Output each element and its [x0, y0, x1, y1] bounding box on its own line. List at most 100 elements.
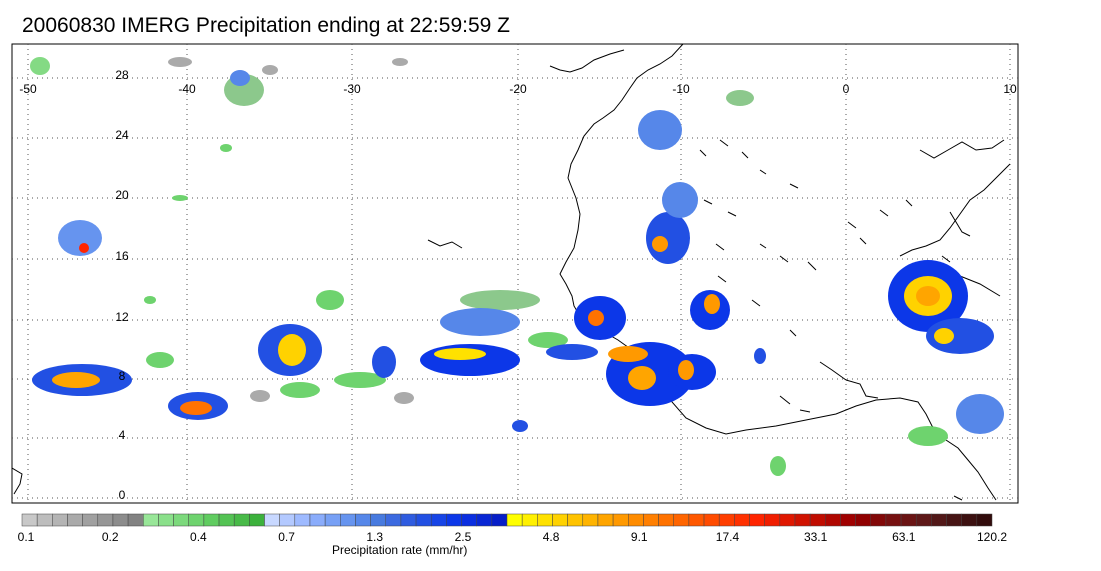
map-title: 20060830 IMERG Precipitation ending at 2… [22, 14, 510, 37]
colorbar-swatch [188, 513, 205, 527]
colorbar-swatch [233, 513, 250, 527]
colorbar-tick-label: 0.4 [190, 530, 207, 544]
colorbar-swatch [476, 513, 493, 527]
colorbar-tick-label: 0.1 [18, 530, 35, 544]
colorbar-swatch [749, 513, 765, 527]
lat-label: 24 [115, 128, 129, 142]
colorbar-tick-label: 63.1 [892, 530, 916, 544]
colorbar-swatch [324, 513, 341, 527]
colorbar-swatch [264, 513, 280, 527]
colorbar-tick-label: 0.7 [278, 530, 295, 544]
colorbar-tick-label: 1.3 [366, 530, 383, 544]
colorbar-swatch [203, 513, 220, 527]
colorbar-swatch [628, 513, 644, 527]
colorbar-swatch [976, 513, 993, 527]
lon-label: -40 [178, 82, 196, 96]
colorbar-swatch [143, 513, 159, 527]
colorbar-swatch [112, 513, 129, 527]
colorbar-swatch [97, 513, 114, 527]
colorbar-swatch [537, 513, 553, 527]
colorbar-swatch [552, 513, 568, 527]
lat-label: 4 [119, 428, 126, 442]
colorbar-swatch [446, 513, 462, 527]
colorbar-swatch [946, 513, 962, 527]
colorbar-swatch [885, 513, 902, 527]
colorbar-swatch [915, 513, 932, 527]
precipitation-field [30, 57, 1004, 476]
colorbar-swatch [491, 513, 508, 527]
lon-label: -50 [19, 82, 37, 96]
colorbar-swatch [36, 513, 53, 527]
colorbar-swatch [612, 513, 629, 527]
lon-label: -30 [343, 82, 361, 96]
colorbar-tick-label: 9.1 [631, 530, 648, 544]
colorbar-swatch [961, 513, 978, 527]
colorbar-swatch [279, 513, 296, 527]
colorbar-swatch [461, 513, 477, 527]
lat-label: 16 [115, 249, 129, 263]
colorbar-swatch [840, 513, 856, 527]
colorbar-swatch [52, 513, 68, 527]
colorbar-swatch [597, 513, 614, 527]
colorbar-swatch [82, 513, 99, 527]
colorbar-swatch [703, 513, 720, 527]
colorbar-tick-label: 120.2 [977, 530, 1007, 544]
colorbar-swatch [779, 513, 796, 527]
colorbar-swatch [249, 513, 265, 527]
colorbar-swatch [158, 513, 174, 527]
colorbar-swatch [294, 513, 311, 527]
lon-label: 10 [1003, 82, 1017, 96]
lat-label: 12 [115, 310, 129, 324]
colorbar-swatch [173, 513, 189, 527]
colorbar-swatch [688, 513, 705, 527]
colorbar-swatch [734, 513, 750, 527]
colorbar-swatch [764, 513, 781, 527]
colorbar-swatch [385, 513, 402, 527]
colorbar-swatch [567, 513, 584, 527]
colorbar-swatch [309, 513, 326, 527]
colorbar-tick-label: 4.8 [543, 530, 560, 544]
heavy-rain-areas [52, 236, 954, 415]
lon-label: -10 [672, 82, 690, 96]
colorbar-swatch [370, 513, 386, 527]
colorbar-swatch [127, 513, 144, 527]
colorbar-tick-label: 2.5 [455, 530, 472, 544]
colorbar-swatch [506, 513, 523, 527]
lat-label: 0 [119, 488, 126, 502]
colorbar-swatch [67, 513, 83, 527]
lat-label: 20 [115, 188, 129, 202]
map-frame [11, 43, 1019, 504]
colorbar-swatch [415, 513, 432, 527]
lat-label: 8 [119, 369, 126, 383]
colorbar-swatch [673, 513, 690, 527]
colorbar-swatch [809, 513, 826, 527]
colorbar [21, 513, 993, 527]
colorbar-tick-label: 17.4 [716, 530, 740, 544]
colorbar-swatch [658, 513, 674, 527]
colorbar-swatch [870, 513, 887, 527]
colorbar-swatch [900, 513, 917, 527]
colorbar-swatch [430, 513, 447, 527]
colorbar-swatch [931, 513, 947, 527]
colorbar-swatch [340, 513, 356, 527]
longitude-labels: -50 -40 -30 -20 -10 0 10 [19, 82, 1017, 96]
colorbar-swatch [582, 513, 599, 527]
lon-label: 0 [843, 82, 850, 96]
colorbar-swatch [21, 513, 38, 527]
colorbar-swatch [355, 513, 371, 527]
colorbar-swatch [400, 513, 417, 527]
colorbar-swatch [825, 513, 841, 527]
lat-label: 28 [115, 68, 129, 82]
colorbar-tick-label: 0.2 [102, 530, 119, 544]
colorbar-labels: 0.1 0.2 0.4 0.7 1.3 2.5 4.8 9.1 17.4 33.1 63.1 120.… [18, 530, 1008, 544]
colorbar-swatch [855, 513, 872, 527]
lon-label: -20 [509, 82, 527, 96]
colorbar-swatch [718, 513, 735, 527]
light-rain-areas [30, 57, 948, 476]
colorbar-swatch [794, 513, 811, 527]
latitude-labels: 28 24 20 16 12 8 4 0 [115, 68, 129, 502]
colorbar-title: Precipitation rate (mm/hr) [332, 543, 468, 557]
colorbar-swatch [218, 513, 235, 527]
colorbar-swatch [521, 513, 538, 527]
